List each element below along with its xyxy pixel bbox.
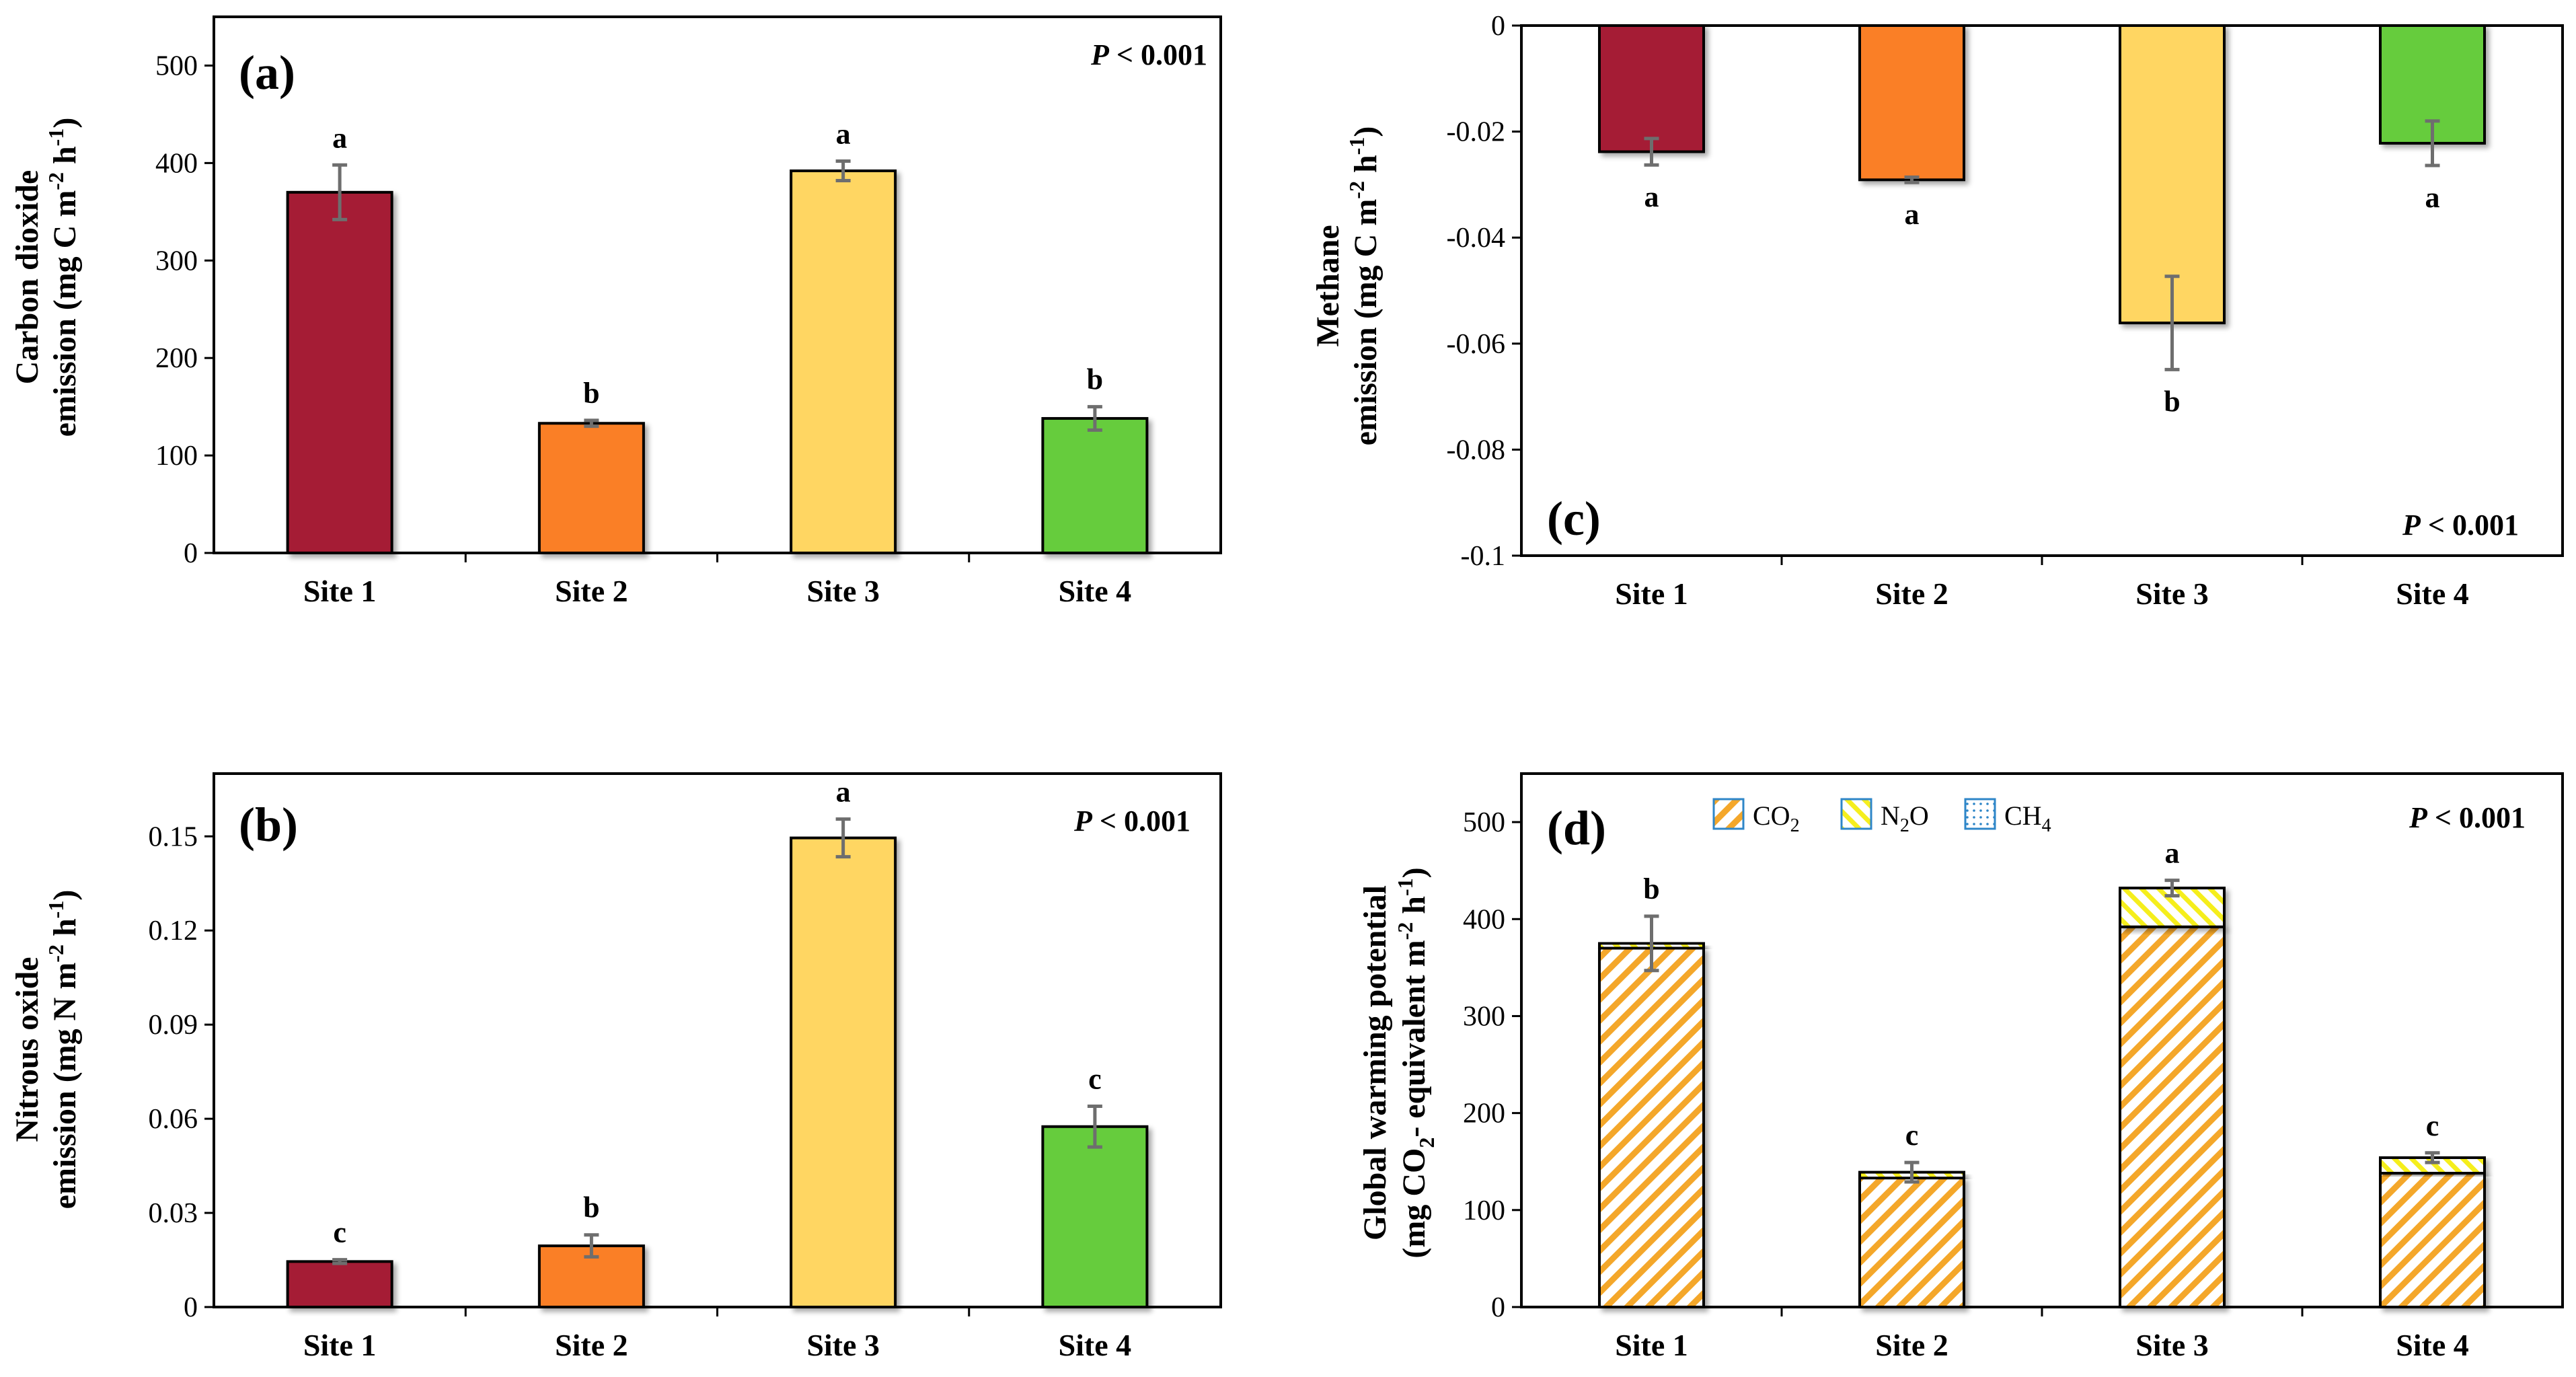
y-axis-title-d-line1: Global warming potential xyxy=(1357,885,1393,1240)
significance-label-a: a xyxy=(836,117,851,150)
panel-label-d: (d) xyxy=(1547,801,1606,855)
bar-a xyxy=(1041,417,1149,554)
legend-d: CO2 N2O CH4 xyxy=(1712,798,2051,836)
significance-label-c: a xyxy=(2425,181,2440,214)
y-tick-label-b: 0.12 xyxy=(149,916,198,946)
y-tick-label-c: -0.02 xyxy=(1447,117,1506,148)
legend-label-ch4: CH4 xyxy=(2004,801,2051,836)
x-tick-label-c: Site 3 xyxy=(2135,576,2209,611)
y-tick-label-a: 400 xyxy=(155,148,198,179)
y-tick-label-c: -0.06 xyxy=(1447,329,1506,360)
x-tick-label-a: Site 4 xyxy=(1059,574,1132,608)
chart-a-carbon-dioxide: 0 100 200 300 400 500 Site 1 Site 2 Site 3 Site 4… xyxy=(9,15,1222,608)
significance-label-a: a xyxy=(332,121,347,154)
bar-d-co2 xyxy=(1858,1177,1965,1308)
y-tick-label-d: 400 xyxy=(1463,904,1505,935)
y-axis-title-a-line2: emission (mg C m-2 h-1) xyxy=(44,118,83,437)
bar-c xyxy=(2119,24,2226,325)
p-value-b: P < 0.001 xyxy=(1073,805,1190,838)
y-axis-title-a-line1: Carbon dioxide xyxy=(9,170,45,385)
x-tick-label-b: Site 2 xyxy=(555,1328,628,1362)
y-tick-label-a: 0 xyxy=(184,538,198,569)
x-tick-label-c: Site 4 xyxy=(2396,576,2469,611)
y-tick-label-b: 0.06 xyxy=(149,1104,198,1135)
x-tick-label-b: Site 1 xyxy=(303,1328,377,1362)
y-tick-label-d: 200 xyxy=(1463,1099,1505,1129)
significance-label-c: a xyxy=(1644,180,1659,213)
significance-label-b: c xyxy=(333,1216,346,1249)
y-tick-label-c: 0 xyxy=(1491,11,1505,42)
p-value-a: P < 0.001 xyxy=(1090,38,1207,71)
significance-label-d: b xyxy=(1643,872,1659,905)
y-tick-label-c: -0.04 xyxy=(1447,223,1506,254)
x-tick-label-a: Site 1 xyxy=(303,574,377,608)
y-axis-title-b-line2: emission (mg N m-2 h-1) xyxy=(44,890,83,1209)
legend-label-n2o: N2O xyxy=(1881,801,1929,836)
p-value-c: P < 0.001 xyxy=(2402,509,2519,542)
y-axis-title-c-line2: emission (mg C m-2 h-1) xyxy=(1344,126,1384,446)
y-axis-title-d-line2: (mg CO2- equivalent m-2 h-1) xyxy=(1393,867,1439,1258)
x-tick-label-d: Site 3 xyxy=(2135,1328,2209,1362)
y-tick-label-a: 300 xyxy=(155,246,198,276)
x-tick-label-a: Site 2 xyxy=(555,574,628,608)
significance-label-b: b xyxy=(583,1191,599,1224)
x-tick-label-d: Site 2 xyxy=(1875,1328,1948,1362)
significance-label-c: a xyxy=(1905,198,1920,231)
bar-b xyxy=(286,1260,393,1309)
y-tick-label-d: 300 xyxy=(1463,1001,1505,1032)
significance-label-a: b xyxy=(1087,363,1103,396)
x-tick-label-c: Site 1 xyxy=(1615,576,1688,611)
panel-label-a: (a) xyxy=(239,46,295,100)
x-tick-label-a: Site 3 xyxy=(806,574,880,608)
bar-b xyxy=(790,836,897,1308)
chart-c-methane: 0 -0.02 -0.04 -0.06 -0.08 -0.1 Site 1 Site 2 Sit… xyxy=(1310,11,2564,611)
significance-label-a: b xyxy=(583,377,599,410)
y-tick-label-a: 500 xyxy=(155,50,198,81)
significance-label-b: a xyxy=(836,776,851,809)
significance-label-c: b xyxy=(2164,385,2180,418)
y-tick-label-b: 0.15 xyxy=(149,821,198,852)
x-tick-label-c: Site 2 xyxy=(1875,576,1948,611)
y-axis-title-c-line1: Methane xyxy=(1310,225,1346,346)
legend-swatch-ch4 xyxy=(1964,798,1996,830)
panel-label-c: (c) xyxy=(1547,492,1601,546)
legend-swatch-co2 xyxy=(1712,798,1745,830)
significance-label-d: c xyxy=(2426,1109,2439,1142)
y-tick-label-c: -0.1 xyxy=(1461,541,1506,572)
panel-label-b: (b) xyxy=(239,798,298,852)
bar-d-co2 xyxy=(1598,946,1705,1308)
bar-b xyxy=(1041,1125,1149,1308)
bar-a xyxy=(790,169,897,554)
bar-a xyxy=(286,190,393,554)
y-tick-label-b: 0.09 xyxy=(149,1010,198,1041)
y-tick-label-c: -0.08 xyxy=(1447,435,1506,466)
significance-label-b: c xyxy=(1088,1062,1102,1095)
y-tick-label-b: 0.03 xyxy=(149,1198,198,1229)
legend-swatch-n2o xyxy=(1840,798,1872,830)
x-tick-label-b: Site 3 xyxy=(806,1328,880,1362)
chart-b-nitrous-oxide: 0 0.03 0.06 0.09 0.12 0.15 Site 1 Site 2 Site 3 S… xyxy=(9,772,1222,1362)
y-tick-label-d: 100 xyxy=(1463,1195,1505,1226)
y-tick-label-a: 100 xyxy=(155,441,198,472)
y-tick-label-a: 200 xyxy=(155,343,198,374)
x-tick-label-d: Site 4 xyxy=(2396,1328,2469,1362)
bar-d-co2 xyxy=(2119,925,2226,1308)
y-axis-title-b-line1: Nitrous oxide xyxy=(9,957,45,1142)
y-tick-label-d: 500 xyxy=(1463,807,1505,838)
chart-d-global-warming-potential: 0 100 200 300 400 500 Site 1 Site 2 Site 3 Site 4… xyxy=(1357,772,2564,1362)
x-tick-label-b: Site 4 xyxy=(1059,1328,1132,1362)
bar-a xyxy=(537,422,645,555)
bar-d-co2 xyxy=(2379,1172,2486,1308)
legend-label-co2: CO2 xyxy=(1753,801,1800,836)
significance-label-d: a xyxy=(2165,837,2180,870)
bar-c xyxy=(1598,24,1705,153)
y-tick-label-b: 0 xyxy=(184,1292,198,1323)
x-tick-label-d: Site 1 xyxy=(1615,1328,1688,1362)
significance-label-d: c xyxy=(1905,1119,1919,1152)
bar-c xyxy=(1858,24,1965,182)
y-tick-label-d: 0 xyxy=(1491,1292,1505,1323)
p-value-d: P < 0.001 xyxy=(2409,801,2526,834)
